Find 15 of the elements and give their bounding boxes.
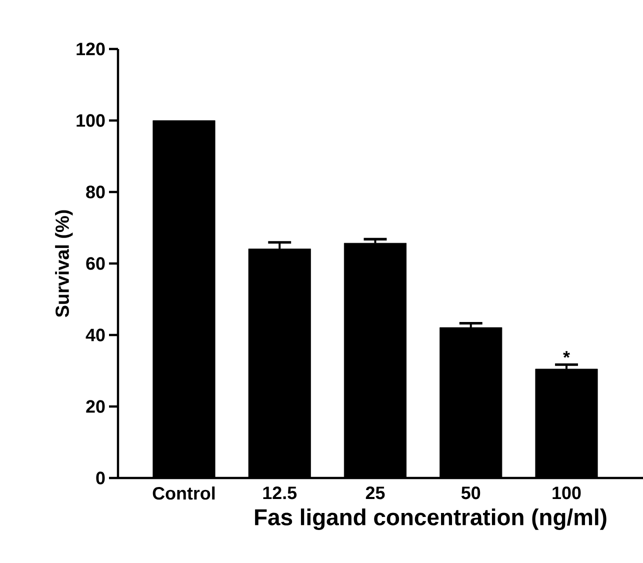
y-tick-label: 120 [76, 42, 105, 56]
y-tick-label: 40 [86, 328, 105, 342]
x-tick-label: 12.5 [263, 486, 297, 500]
x-tick-label: 25 [366, 486, 385, 500]
y-tick-label: 80 [86, 186, 105, 198]
y-axis-title: Survival (%) [55, 210, 73, 318]
y-tick-label: 20 [86, 400, 105, 413]
x-axis-title: Fas ligand concentration (ng/ml) [255, 508, 606, 530]
x-tick-label: 50 [461, 486, 480, 500]
x-tick-label: Control [152, 486, 215, 500]
y-tick-label: 0 [96, 472, 105, 484]
y-tick-label: 60 [86, 257, 105, 270]
annotation: * [563, 351, 570, 358]
x-tick-label: 100 [552, 486, 581, 500]
y-tick-label: 100 [76, 114, 105, 127]
